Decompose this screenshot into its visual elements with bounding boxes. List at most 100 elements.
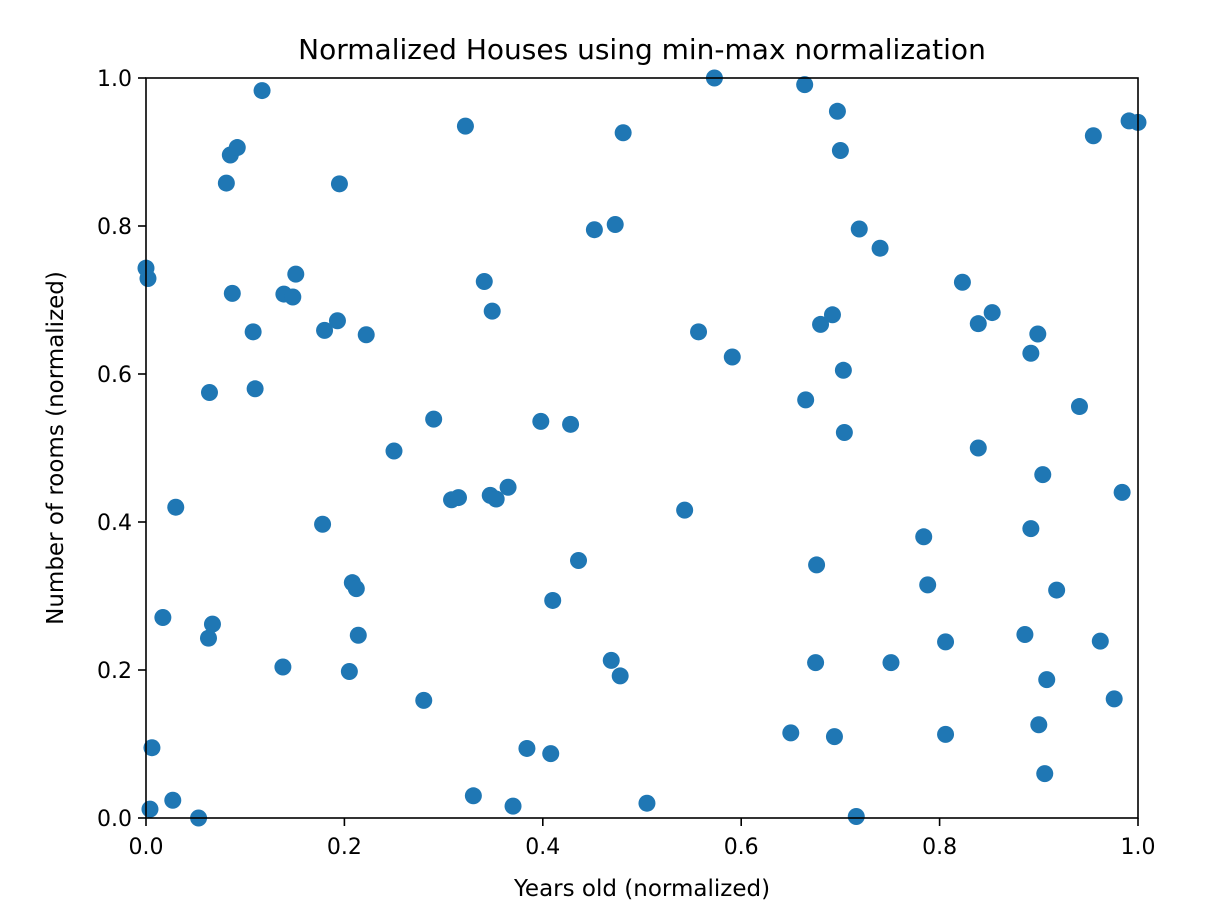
y-tick-label: 0.2 [97,659,132,684]
plot-frame [145,77,1139,819]
y-tick-label: 0.4 [97,511,132,536]
data-point [796,76,814,94]
data-point [969,315,987,333]
x-axis-label: Years old (normalized) [513,876,770,902]
x-tick-label: 0.4 [525,835,560,860]
data-point [1022,344,1040,362]
data-point [676,501,694,519]
data-point [611,667,629,685]
data-point [835,423,853,441]
data-point [357,326,375,344]
points-layer [137,69,1147,827]
data-point [1105,690,1123,708]
data-point [456,117,474,135]
data-point [602,651,620,669]
data-point [828,102,846,120]
data-point [244,323,262,341]
x-tick-label: 0.0 [129,835,164,860]
data-point [330,175,348,193]
data-point [834,361,852,379]
data-point [983,304,1001,322]
data-point [223,284,241,302]
data-point [544,591,562,609]
data-point [562,415,580,433]
y-axis-label: Number of rooms (normalized) [43,271,69,625]
y-axis: 0.0 0.2 0.4 0.6 0.8 1.0 [97,67,146,832]
data-point [499,478,517,496]
data-point [328,312,346,330]
chart-title: Normalized Houses using min-max normaliz… [298,33,986,66]
data-point [1036,765,1054,783]
data-point [638,794,656,812]
data-point [425,410,443,428]
x-tick-label: 1.0 [1121,835,1156,860]
y-tick-label: 0.0 [97,807,132,832]
data-point [253,82,271,100]
data-point [483,302,501,320]
data-point [200,384,218,401]
data-point [882,654,900,672]
data-point [347,580,365,598]
data-point [228,139,246,157]
data-point [1048,581,1066,599]
data-point [807,654,825,672]
y-tick-label: 1.0 [97,67,132,92]
data-point [1029,325,1047,343]
data-point [274,658,292,676]
data-point [246,380,264,398]
data-point [847,808,865,826]
data-point [1070,398,1088,416]
data-point [217,174,235,192]
x-axis: 0.0 0.2 0.4 0.6 0.8 1.0 [129,818,1156,860]
data-point [585,221,603,239]
data-point [1016,625,1034,643]
data-point [606,216,624,234]
data-point [953,273,971,291]
data-point [1084,127,1102,145]
data-point [464,787,482,805]
data-point [871,239,889,257]
data-point [1091,632,1109,650]
data-point [850,220,868,238]
data-point [349,626,367,644]
data-point [143,739,161,757]
data-point [487,490,505,508]
data-point [1034,466,1052,484]
data-point [823,306,841,324]
data-point [812,315,830,333]
data-point [1030,716,1048,734]
data-point [532,412,550,430]
data-point [340,662,358,680]
y-tick-label: 0.6 [97,363,132,388]
data-point [937,633,955,651]
data-point [690,323,708,341]
x-tick-label: 0.6 [724,835,759,860]
data-point [141,800,159,818]
data-point [139,270,157,288]
data-point [831,142,849,160]
data-point [154,608,172,626]
data-point [723,348,741,366]
data-point [504,797,522,815]
data-point [614,124,632,142]
y-tick-label: 0.8 [97,215,132,240]
data-point [542,745,560,763]
data-point [415,691,433,709]
data-point [915,528,933,546]
data-point [475,273,493,290]
x-tick-label: 0.8 [922,835,957,860]
data-point [449,489,467,507]
data-point [518,739,536,757]
data-point [164,791,182,809]
data-point [316,321,334,339]
data-point [782,724,800,742]
data-point [1113,483,1131,501]
data-point [203,615,221,633]
data-point [570,551,588,569]
data-point [314,515,332,533]
data-point [969,439,987,457]
x-tick-label: 0.2 [327,835,362,860]
data-point [808,556,826,574]
data-point [1022,520,1040,538]
